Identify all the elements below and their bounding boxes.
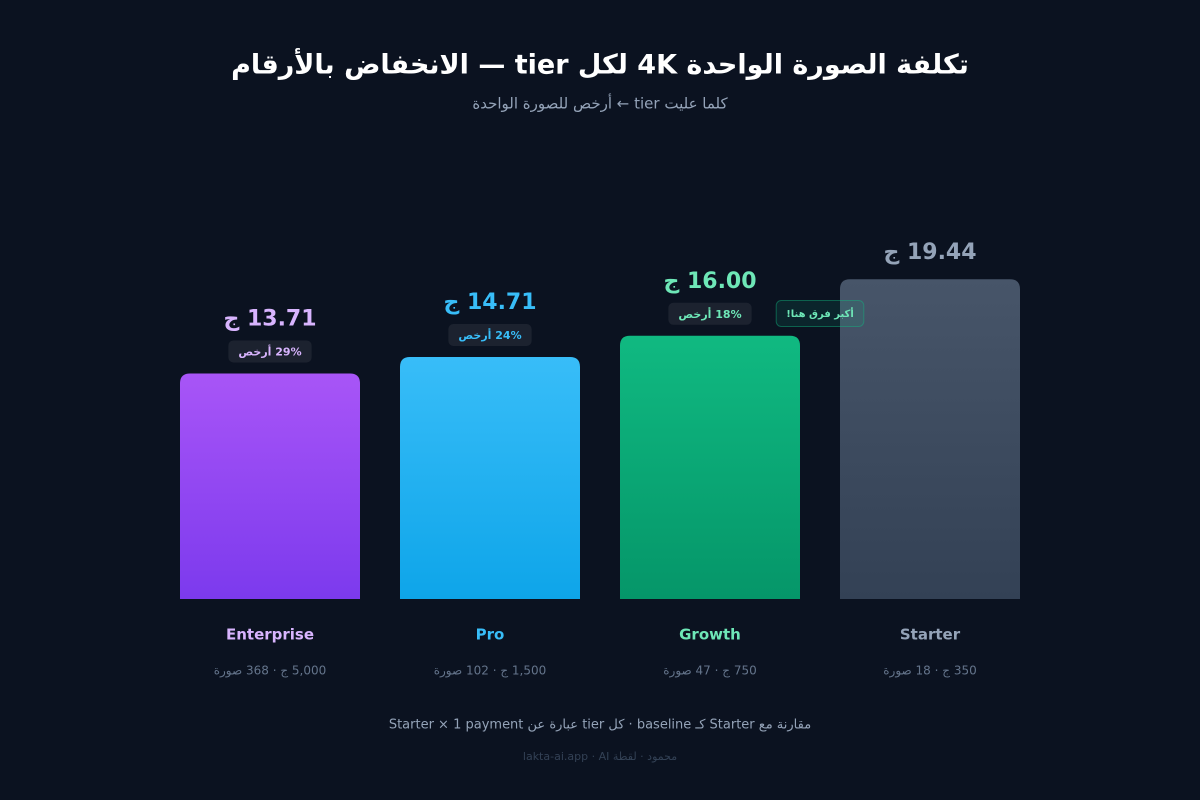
x-tick-label: Pro	[476, 626, 505, 644]
badge-bg	[775, 300, 865, 327]
detail-label: 1,500 ج · 102 صورة	[434, 664, 547, 679]
annotation: أكبر فرق هنا!	[786, 307, 854, 320]
chart-subtitle: كلما عليت tier ← أرخص للصورة الواحدة	[472, 94, 728, 113]
footnote: مقارنة مع Starter كـ baseline · كل tier …	[389, 718, 811, 733]
badge: 18% أرخص	[678, 307, 741, 321]
bar	[180, 373, 360, 599]
value-label: 14.71 ج	[443, 290, 536, 315]
bar	[840, 279, 1020, 599]
bar	[620, 335, 800, 599]
value-label: 19.44 ج	[883, 240, 976, 265]
credit: محمود · لقطة lakta-ai.app · AI	[523, 750, 677, 763]
detail-label: 350 ج · 18 صورة	[883, 664, 977, 679]
value-label: 13.71 ج	[223, 306, 316, 331]
x-tick-label: Starter	[900, 626, 961, 644]
value-label: 16.00 ج	[663, 269, 756, 294]
badge: 29% أرخص	[238, 344, 301, 358]
badge: 24% أرخص	[458, 328, 521, 342]
bar	[400, 357, 580, 599]
detail-label: 750 ج · 47 صورة	[663, 664, 757, 679]
x-tick-label: Enterprise	[226, 626, 314, 644]
x-tick-label: Growth	[679, 626, 741, 644]
badge-bg	[228, 340, 312, 363]
badge-bg	[668, 302, 752, 325]
badge-bg	[448, 324, 532, 347]
chart-title: تكلفة الصورة الواحدة 4K لكل tier — الانخ…	[231, 48, 969, 81]
detail-label: 5,000 ج · 368 صورة	[214, 664, 327, 679]
